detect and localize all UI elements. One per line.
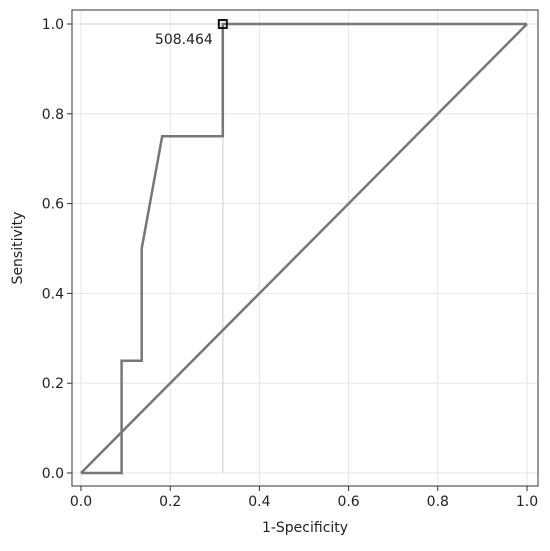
- y-axis-title: Sensitivity: [10, 212, 26, 285]
- x-axis-title: 1-Specificity: [262, 520, 348, 536]
- y-tick-label-0: 0.0: [42, 466, 64, 482]
- x-tick-label-3: 0.6: [337, 494, 359, 510]
- marker-layer: 508.464: [155, 19, 228, 48]
- roc-curve: [81, 22, 527, 475]
- y-tick-label-5: 1.0: [42, 17, 64, 33]
- tick-layer: 0.0 0.2 0.4 0.6 0.8 1.0 0.0 0.2 0.4 0.6 0.8 1.0: [42, 17, 538, 510]
- y-tick-label-4: 0.8: [42, 107, 64, 123]
- cutoff-point-label: 508.464: [155, 32, 213, 48]
- cutoff-point-marker: [217, 19, 228, 29]
- x-tick-label-2: 0.4: [248, 494, 270, 510]
- plot-frame: [71, 9, 539, 487]
- x-tick-label-0: 0.0: [70, 494, 92, 510]
- reference-diagonal: [80, 23, 528, 474]
- y-tick-label-2: 0.4: [42, 286, 64, 302]
- series-layer: [80, 22, 528, 475]
- x-tick-label-4: 0.8: [427, 494, 449, 510]
- x-tick-label-5: 1.0: [516, 494, 538, 510]
- y-tick-label-3: 0.6: [42, 197, 64, 213]
- x-tick-label-1: 0.2: [159, 494, 181, 510]
- y-tick-label-1: 0.2: [42, 376, 64, 392]
